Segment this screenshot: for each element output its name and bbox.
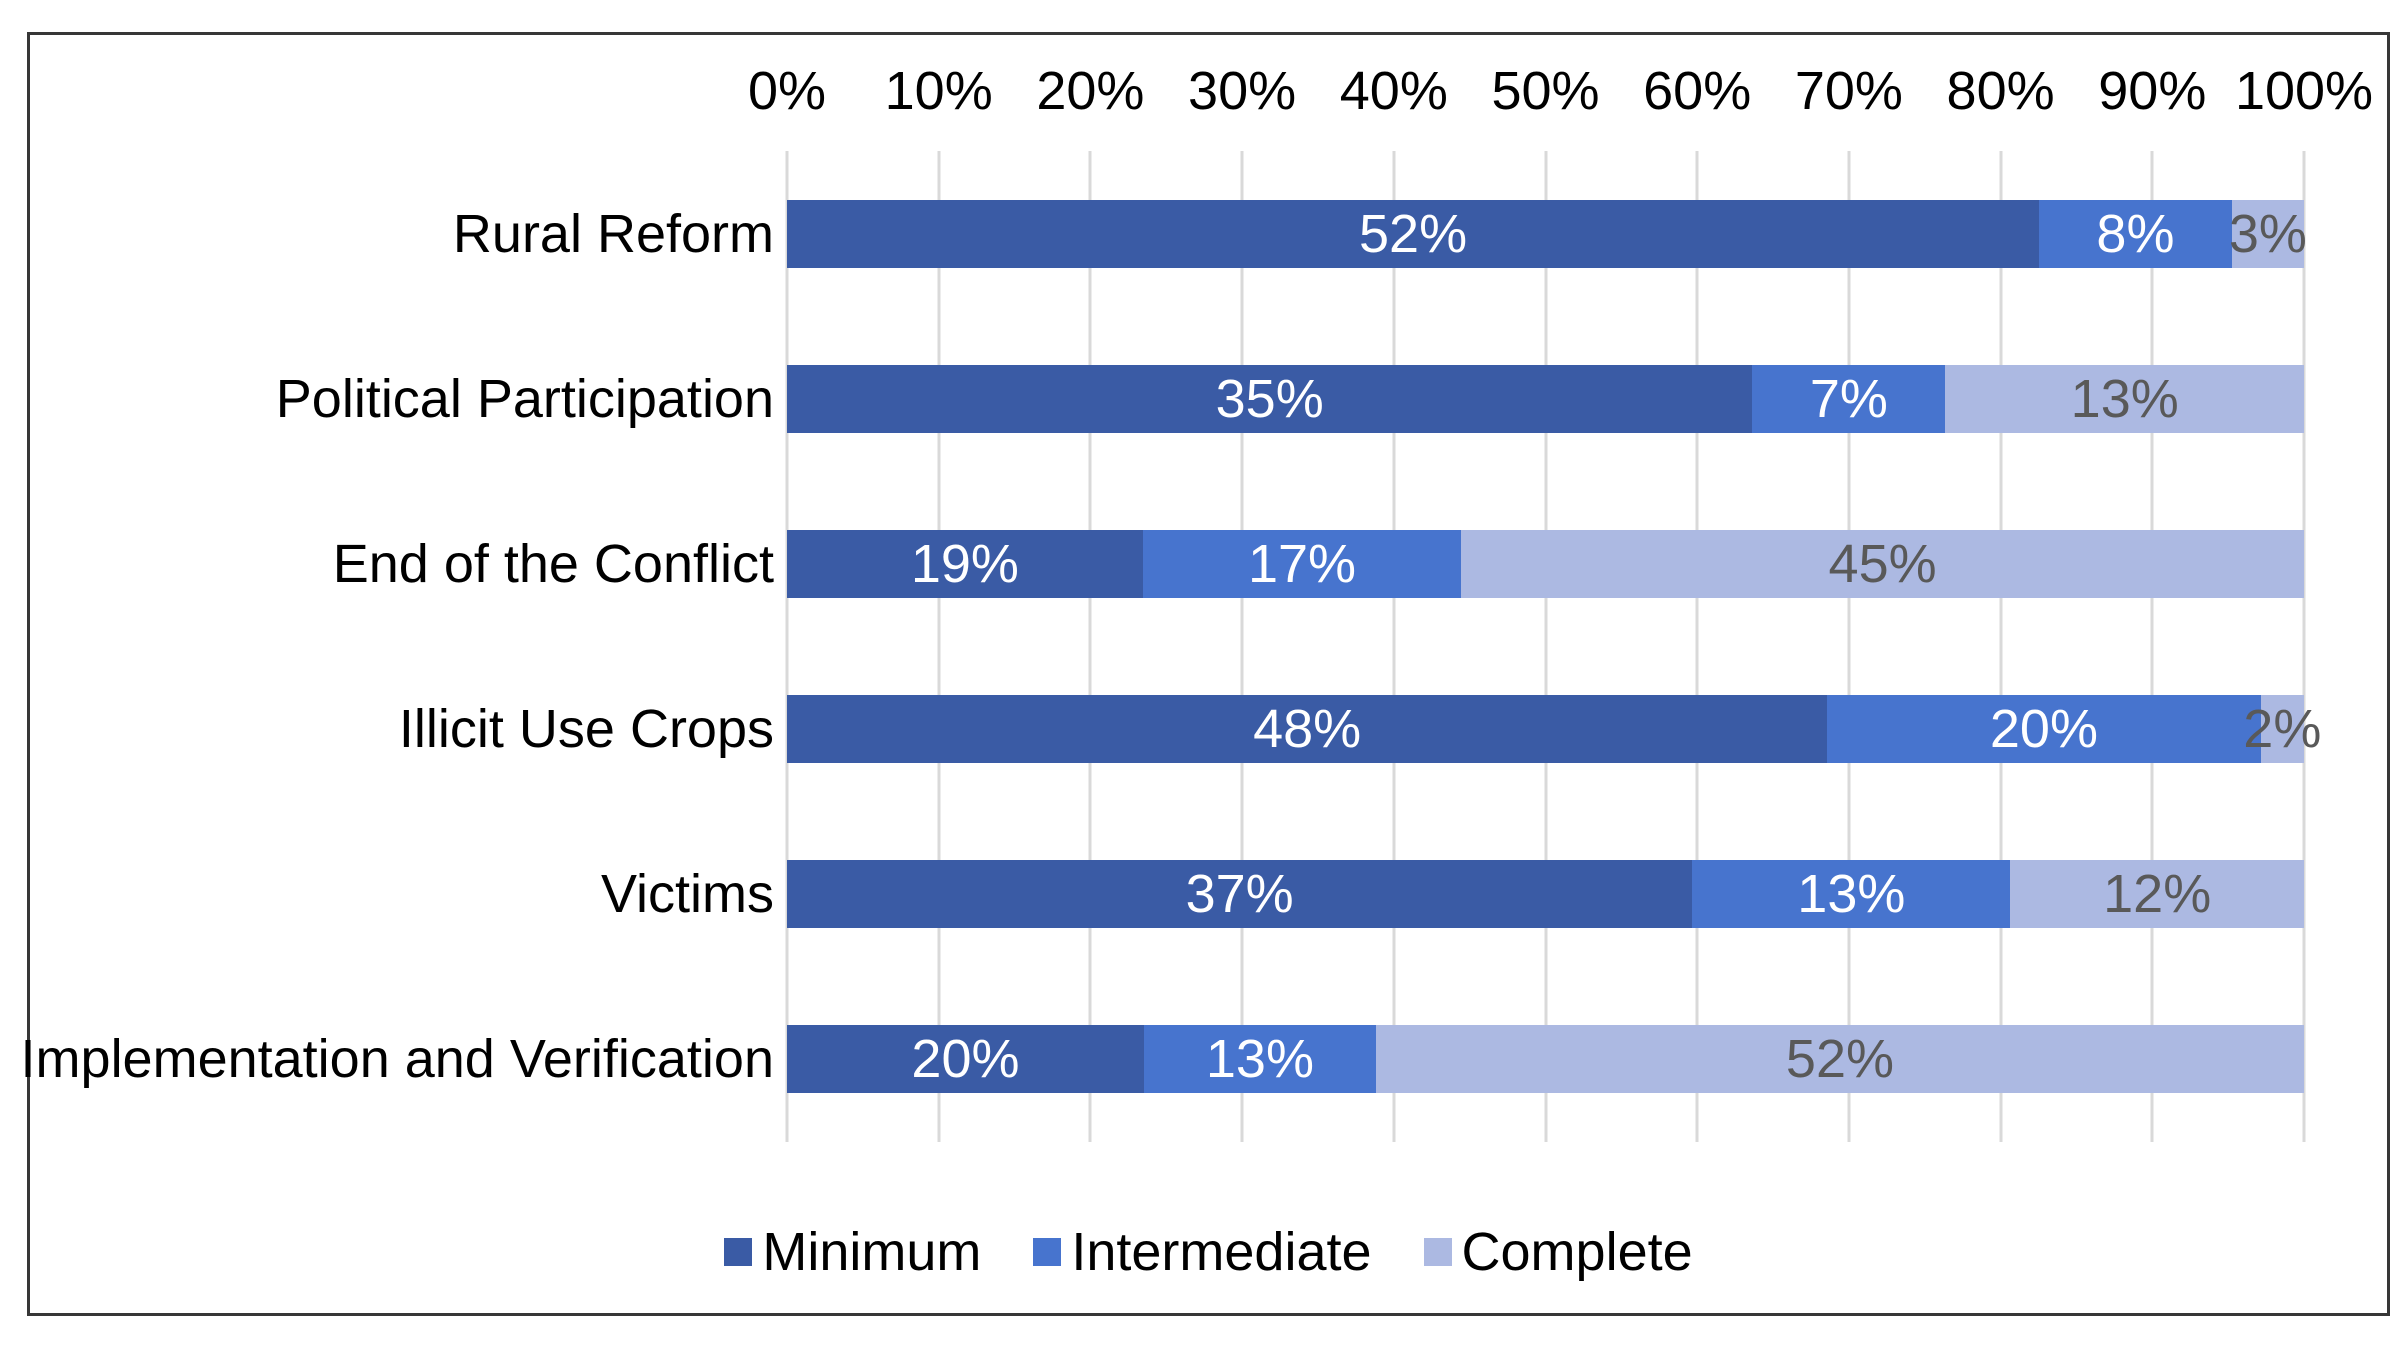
x-axis: 0% 10% 20% 30% 40% 50% 60% 70% 80% 90% 100% — [748, 35, 2373, 121]
stacked-bar: 48% 20% 2% — [787, 695, 2321, 764]
bar-segment-minimum: 52% — [787, 199, 2040, 268]
legend-marker-icon — [724, 1238, 753, 1266]
plot-area: 52% 8% 3% 35% 7% 13% 19% 17% 45% 48% 20% 2% 37% 13% 12… — [785, 151, 2321, 1142]
category-label: Implementation and Verification — [20, 1029, 774, 1090]
data-label: 52% — [1359, 203, 1468, 264]
x-axis-tick-label: 10% — [884, 60, 993, 121]
bar-segment-complete: 52% — [1375, 1025, 2304, 1094]
category-label: Illicit Use Crops — [398, 699, 774, 760]
data-label: 17% — [1247, 533, 1357, 594]
data-label: 2% — [2243, 699, 2322, 760]
data-label: 20% — [911, 1029, 1020, 1090]
bar-segment-intermediate: 8% — [2039, 199, 2232, 268]
legend-item-intermediate: Intermediate — [1033, 1221, 1372, 1283]
bar-segment-complete: 13% — [1945, 364, 2304, 433]
legend-item-minimum: Minimum — [724, 1221, 981, 1283]
legend-marker-icon — [1423, 1238, 1452, 1266]
x-axis-tick-label: 70% — [1794, 60, 1903, 121]
gridline — [2302, 151, 2306, 1142]
bar-segment-intermediate: 20% — [1827, 695, 2261, 764]
data-label: 13% — [1797, 864, 1906, 925]
x-axis-tick-label: 50% — [1491, 60, 1600, 121]
data-label: 45% — [1828, 533, 1937, 594]
bar-segment-complete: 45% — [1461, 529, 2304, 598]
data-label: 3% — [2228, 203, 2307, 264]
bar-segment-intermediate: 7% — [1752, 364, 1946, 433]
gridline — [937, 151, 941, 1142]
chart-figure: 0% 10% 20% 30% 40% 50% 60% 70% 80% 90% 100% 52% 8% 3… — [20, 32, 2390, 1316]
x-axis-tick-label: 90% — [2098, 60, 2207, 121]
bar-row: 19% 17% 45% — [787, 481, 2304, 646]
category-labels: Rural Reform Political Participation End o… — [20, 151, 774, 1142]
bar-segment-complete: 2% — [2243, 695, 2321, 764]
x-axis-tick-label: 100% — [2234, 60, 2374, 121]
gridline — [1695, 151, 1699, 1142]
stacked-bar: 52% 8% 3% — [787, 199, 2307, 268]
x-axis-tick-label: 20% — [1036, 60, 1145, 121]
stacked-bar: 19% 17% 45% — [787, 529, 2304, 598]
bar-row: 48% 20% 2% — [787, 647, 2321, 812]
legend-label: Minimum — [762, 1222, 982, 1282]
bar-segment-complete: 12% — [2010, 860, 2304, 929]
legend-label: Complete — [1461, 1222, 1693, 1282]
x-axis-tick-label: 0% — [747, 60, 827, 121]
data-label: 52% — [1785, 1029, 1894, 1090]
data-label: 35% — [1215, 368, 1324, 429]
x-axis-tick-label: 30% — [1188, 60, 1297, 121]
bar-segment-minimum: 19% — [787, 529, 1143, 598]
data-label: 8% — [2096, 203, 2175, 264]
legend-item-complete: Complete — [1423, 1221, 1693, 1283]
data-label: 48% — [1253, 699, 1362, 760]
data-label: 20% — [1989, 699, 2098, 760]
stacked-bar: 20% 13% 52% — [787, 1025, 2304, 1094]
legend-label: Intermediate — [1071, 1222, 1372, 1282]
x-axis-tick-label: 40% — [1339, 60, 1448, 121]
x-axis-tick-label: 60% — [1643, 60, 1752, 121]
gridline — [1088, 151, 1092, 1142]
gridline — [1544, 151, 1547, 1142]
data-label: 7% — [1809, 368, 1888, 429]
bar-segment-intermediate: 13% — [1692, 860, 2011, 929]
bar-segment-minimum: 37% — [787, 860, 1693, 929]
bar-row: 35% 7% 13% — [787, 316, 2304, 481]
gridline — [1240, 151, 1244, 1142]
gridline — [1392, 151, 1396, 1142]
bar-segment-complete: 3% — [2228, 199, 2307, 268]
bar-row: 20% 13% 52% — [787, 977, 2304, 1142]
bar-segment-intermediate: 13% — [1143, 1025, 1376, 1094]
legend-marker-icon — [1033, 1238, 1062, 1266]
x-axis-tick-label: 80% — [1946, 60, 2055, 121]
category-label: Victims — [600, 864, 774, 925]
category-label: Rural Reform — [452, 203, 774, 264]
stacked-bar: 35% 7% 13% — [787, 364, 2304, 433]
data-label: 12% — [2103, 864, 2212, 925]
data-label: 37% — [1185, 864, 1294, 925]
data-label: 13% — [2070, 368, 2179, 429]
gridline — [1999, 151, 2003, 1142]
gridline — [2150, 151, 2154, 1142]
data-label: 13% — [1205, 1029, 1314, 1090]
bar-segment-minimum: 20% — [787, 1025, 1144, 1094]
legend: Minimum Intermediate Complete — [30, 1221, 2387, 1283]
bar-row: 37% 13% 12% — [787, 812, 2304, 977]
gridline — [785, 151, 789, 1142]
bar-segment-minimum: 48% — [787, 695, 1828, 764]
bar-row: 52% 8% 3% — [787, 151, 2307, 316]
category-label: End of the Conflict — [332, 533, 774, 594]
category-label: Political Participation — [275, 368, 774, 429]
stacked-bar: 37% 13% 12% — [787, 860, 2304, 929]
bar-segment-minimum: 35% — [787, 364, 1753, 433]
data-label: 19% — [910, 533, 1019, 594]
gridline — [1847, 151, 1851, 1142]
bar-segment-intermediate: 17% — [1142, 529, 1462, 598]
